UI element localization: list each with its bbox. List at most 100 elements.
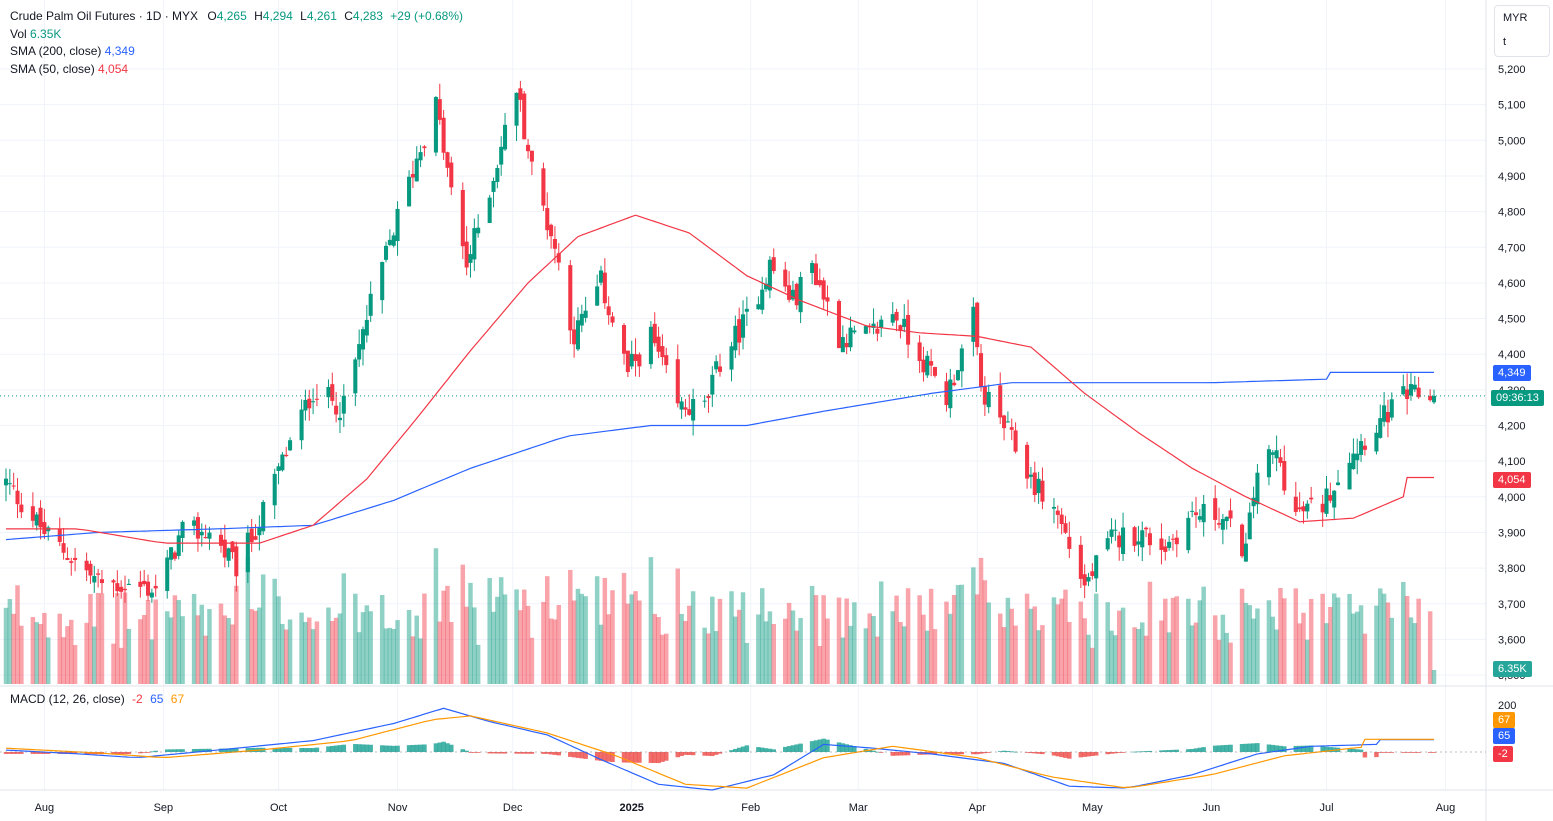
candle[interactable]: [1408, 372, 1414, 401]
candle[interactable]: [433, 96, 438, 157]
candle[interactable]: [959, 344, 964, 388]
candle[interactable]: [733, 315, 738, 359]
candle[interactable]: [1121, 512, 1126, 561]
candle[interactable]: [1274, 435, 1279, 472]
candle[interactable]: [1278, 449, 1283, 467]
candle[interactable]: [472, 218, 477, 271]
candle[interactable]: [418, 145, 423, 168]
candle[interactable]: [414, 146, 419, 182]
candle[interactable]: [126, 578, 131, 586]
candle[interactable]: [1305, 500, 1310, 519]
candle[interactable]: [96, 568, 101, 588]
sma200-line[interactable]: [5, 371, 1434, 541]
macd-line[interactable]: [5, 707, 1434, 791]
candle[interactable]: [353, 357, 358, 407]
candle[interactable]: [783, 261, 788, 292]
candle[interactable]: [595, 274, 600, 306]
candle[interactable]: [326, 379, 331, 409]
candle[interactable]: [714, 355, 719, 374]
candle[interactable]: [226, 547, 231, 568]
candle[interactable]: [1382, 392, 1387, 427]
candle[interactable]: [1090, 563, 1095, 580]
candle[interactable]: [303, 389, 308, 421]
candle[interactable]: [119, 580, 124, 599]
candle[interactable]: [610, 312, 615, 327]
candle[interactable]: [798, 271, 803, 324]
candle[interactable]: [288, 437, 293, 451]
candle[interactable]: [771, 248, 776, 274]
candle[interactable]: [234, 541, 239, 592]
candle[interactable]: [1113, 519, 1118, 541]
candle[interactable]: [284, 446, 289, 458]
candle[interactable]: [629, 340, 634, 370]
candle[interactable]: [1005, 411, 1010, 423]
candle[interactable]: [1362, 438, 1367, 456]
candle[interactable]: [1359, 433, 1364, 462]
candle[interactable]: [138, 570, 143, 598]
candle[interactable]: [468, 245, 473, 278]
candle[interactable]: [906, 299, 911, 359]
candle[interactable]: [142, 569, 147, 587]
candle[interactable]: [514, 92, 519, 142]
candle[interactable]: [706, 393, 711, 413]
candle[interactable]: [518, 80, 523, 112]
candle[interactable]: [633, 338, 638, 377]
candle[interactable]: [575, 307, 581, 352]
candle[interactable]: [710, 366, 715, 407]
price-axis[interactable]: 5,200 5,100 5,000 4,900 4,800 4,700 4,600 4,500…: [1498, 64, 1526, 712]
candle[interactable]: [1385, 399, 1390, 438]
candle[interactable]: [1335, 469, 1341, 486]
candle[interactable]: [1193, 496, 1199, 528]
candle[interactable]: [756, 296, 761, 310]
candle[interactable]: [272, 468, 277, 520]
candles[interactable]: [3, 80, 1437, 603]
candle[interactable]: [1082, 564, 1087, 599]
candle[interactable]: [787, 271, 792, 303]
candle[interactable]: [1251, 486, 1256, 519]
candle[interactable]: [813, 253, 819, 286]
candle[interactable]: [879, 315, 884, 338]
candle[interactable]: [740, 300, 746, 350]
candle[interactable]: [1002, 414, 1007, 441]
candle[interactable]: [606, 296, 611, 325]
candle[interactable]: [1328, 482, 1333, 504]
candle[interactable]: [656, 326, 661, 359]
candle[interactable]: [1332, 490, 1337, 520]
candle[interactable]: [583, 296, 588, 323]
candle[interactable]: [192, 516, 197, 536]
candle[interactable]: [794, 282, 799, 310]
candle[interactable]: [1163, 539, 1168, 561]
candle[interactable]: [579, 304, 584, 333]
candle[interactable]: [1063, 515, 1068, 534]
candle[interactable]: [1197, 509, 1202, 523]
candle[interactable]: [1144, 526, 1149, 537]
candle[interactable]: [702, 395, 707, 408]
candle[interactable]: [495, 164, 500, 189]
candle[interactable]: [767, 256, 772, 299]
candle[interactable]: [556, 243, 561, 271]
candle[interactable]: [1213, 485, 1218, 531]
candle[interactable]: [88, 560, 93, 584]
candle[interactable]: [871, 308, 876, 335]
candle[interactable]: [549, 223, 554, 249]
candle[interactable]: [971, 297, 976, 357]
candle[interactable]: [1028, 466, 1033, 489]
candle[interactable]: [337, 402, 343, 434]
candle[interactable]: [836, 299, 842, 349]
candle[interactable]: [92, 565, 97, 593]
candle[interactable]: [1086, 572, 1091, 587]
candle[interactable]: [664, 347, 669, 374]
candle[interactable]: [422, 145, 427, 157]
candle[interactable]: [1190, 501, 1195, 518]
candle[interactable]: [499, 136, 504, 176]
candle[interactable]: [821, 277, 826, 309]
candle[interactable]: [1240, 523, 1245, 559]
candle[interactable]: [867, 323, 872, 334]
candle[interactable]: [169, 547, 174, 570]
candle[interactable]: [460, 182, 465, 260]
candle[interactable]: [391, 232, 396, 248]
candle[interactable]: [441, 109, 446, 160]
candle[interactable]: [299, 399, 304, 450]
candle[interactable]: [1266, 445, 1271, 486]
